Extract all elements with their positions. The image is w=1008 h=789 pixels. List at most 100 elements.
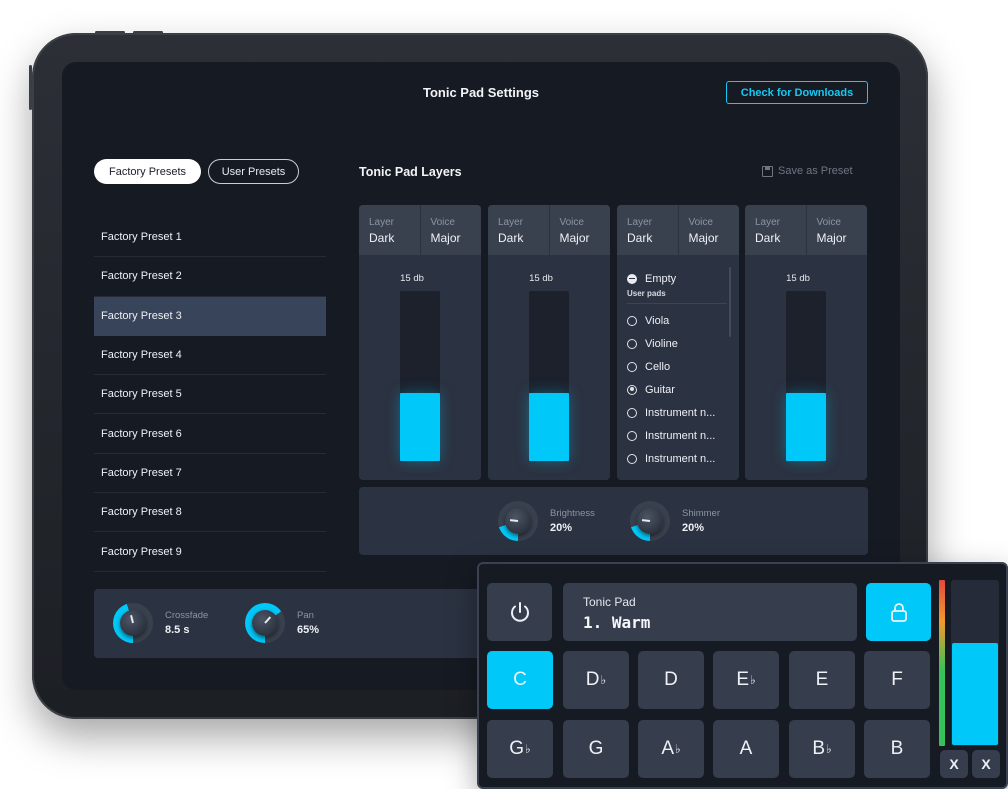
instrument-dropdown: Empty User pads Viola Violine Cello Guit… — [627, 267, 727, 470]
voice-selector[interactable]: Voice Major — [805, 205, 868, 255]
flat-symbol: ♭ — [750, 673, 756, 687]
tab-factory-presets[interactable]: Factory Presets — [94, 159, 201, 184]
tab-user-presets[interactable]: User Presets — [208, 159, 299, 184]
preset-display[interactable]: Tonic Pad 1. Warm — [563, 583, 857, 641]
option-item[interactable]: Instrument n... — [627, 447, 727, 470]
preset-item[interactable]: Factory Preset 6 — [94, 414, 326, 454]
voice-selector[interactable]: Voice Major — [419, 205, 482, 255]
layer-selector[interactable]: Layer Dark — [488, 205, 549, 255]
key-button[interactable]: D — [638, 651, 704, 709]
option-label: Guitar — [645, 383, 675, 396]
layer-selector[interactable]: Layer Dark — [745, 205, 806, 255]
page-title: Tonic Pad Settings — [422, 85, 540, 100]
option-item[interactable]: Guitar — [627, 378, 727, 401]
display-label: Tonic Pad — [583, 595, 636, 609]
x-button-left[interactable]: X — [940, 750, 968, 778]
key-button[interactable]: B ♭ — [789, 720, 855, 778]
option-item[interactable]: Cello — [627, 355, 727, 378]
key-button[interactable]: A ♭ — [638, 720, 704, 778]
knob-value: 8.5 s — [165, 624, 190, 636]
key-label: E — [736, 669, 749, 690]
layer-card: Layer Dark Voice Major 15 db — [359, 205, 481, 480]
preset-item[interactable]: Factory Preset 8 — [94, 493, 326, 533]
option-label: Violine — [645, 337, 678, 350]
layer-label: Layer — [498, 217, 524, 228]
dropdown-scrollbar[interactable] — [729, 267, 731, 337]
key-button[interactable]: C — [487, 651, 553, 709]
x-button-right[interactable]: X — [972, 750, 1000, 778]
knob-value: 65% — [297, 624, 320, 636]
radio-icon — [627, 430, 637, 441]
volume-fill — [952, 643, 998, 745]
save-as-preset-button[interactable]: Save as Preset — [762, 165, 853, 177]
layer-label: Layer — [627, 217, 653, 228]
preset-item[interactable]: Factory Preset 2 — [94, 257, 326, 297]
layers-title: Tonic Pad Layers — [359, 165, 462, 179]
voice-selector[interactable]: Voice Major — [677, 205, 740, 255]
layer-header: Layer Dark Voice Major — [745, 205, 867, 255]
key-button[interactable]: F — [864, 651, 930, 709]
preset-item[interactable]: Factory Preset 4 — [94, 336, 326, 376]
preset-item[interactable]: Factory Preset 9 — [94, 532, 326, 572]
voice-value: Major — [430, 231, 461, 245]
lock-button[interactable] — [866, 583, 931, 641]
key-label: C — [513, 669, 527, 690]
layer-selector[interactable]: Layer Dark — [359, 205, 420, 255]
radio-icon — [627, 453, 637, 464]
key-button[interactable]: D ♭ — [563, 651, 629, 709]
key-label: B — [890, 738, 904, 759]
option-item[interactable]: Instrument n... — [627, 424, 727, 447]
key-button[interactable]: G — [563, 720, 629, 778]
key-label: D — [664, 669, 678, 690]
knob[interactable] — [113, 603, 153, 643]
power-button[interactable] — [487, 583, 552, 641]
voice-label: Voice — [688, 217, 713, 228]
radio-icon — [627, 384, 637, 395]
key-button[interactable]: G ♭ — [487, 720, 553, 778]
key-label: G — [509, 738, 525, 759]
preset-item[interactable]: Factory Preset 1 — [94, 218, 326, 258]
volume-slider[interactable] — [951, 580, 999, 746]
knob-cap — [120, 610, 146, 636]
option-item[interactable]: Instrument n... — [627, 401, 727, 424]
gain-label: 15 db — [529, 273, 553, 284]
preset-item[interactable]: Factory Preset 7 — [94, 454, 326, 494]
check-downloads-button[interactable]: Check for Downloads — [726, 81, 868, 104]
option-empty[interactable]: Empty — [627, 267, 727, 290]
flat-symbol: ♭ — [826, 742, 832, 756]
voice-selector[interactable]: Voice Major — [548, 205, 611, 255]
key-button[interactable]: E — [789, 651, 855, 709]
option-label: Viola — [645, 314, 670, 327]
option-item[interactable]: Violine — [627, 332, 727, 355]
layer-selector[interactable]: Layer Dark — [617, 205, 678, 255]
layer-value: Dark — [369, 231, 395, 245]
knob-label: Pan — [297, 610, 314, 621]
option-item[interactable]: Viola — [627, 309, 727, 332]
knob[interactable] — [245, 603, 285, 643]
volume-down-button — [133, 31, 163, 34]
preset-item[interactable]: Factory Preset 3 — [94, 296, 326, 336]
gain-fader-fill — [786, 393, 826, 461]
gain-label: 15 db — [400, 273, 424, 284]
key-label: F — [891, 669, 903, 690]
option-label: Instrument n... — [645, 406, 716, 419]
knob[interactable] — [630, 501, 670, 541]
key-button[interactable]: E ♭ — [713, 651, 779, 709]
key-button[interactable]: B — [864, 720, 930, 778]
layer-header: Layer Dark Voice Major — [359, 205, 481, 255]
preset-item[interactable]: Factory Preset 5 — [94, 375, 326, 415]
key-button[interactable]: A — [713, 720, 779, 778]
gain-fader[interactable] — [400, 291, 440, 461]
voice-label: Voice — [430, 217, 455, 228]
knob-cap — [505, 508, 531, 534]
gain-fader[interactable] — [529, 291, 569, 461]
gain-fader[interactable] — [786, 291, 826, 461]
section-header: User pads — [627, 289, 727, 304]
key-label: E — [815, 669, 829, 690]
knob-value: 20% — [682, 522, 705, 534]
knob[interactable] — [498, 501, 538, 541]
flat-symbol: ♭ — [600, 673, 607, 687]
save-icon — [762, 165, 773, 177]
key-label: G — [588, 738, 604, 759]
layer-value: Dark — [755, 231, 781, 245]
